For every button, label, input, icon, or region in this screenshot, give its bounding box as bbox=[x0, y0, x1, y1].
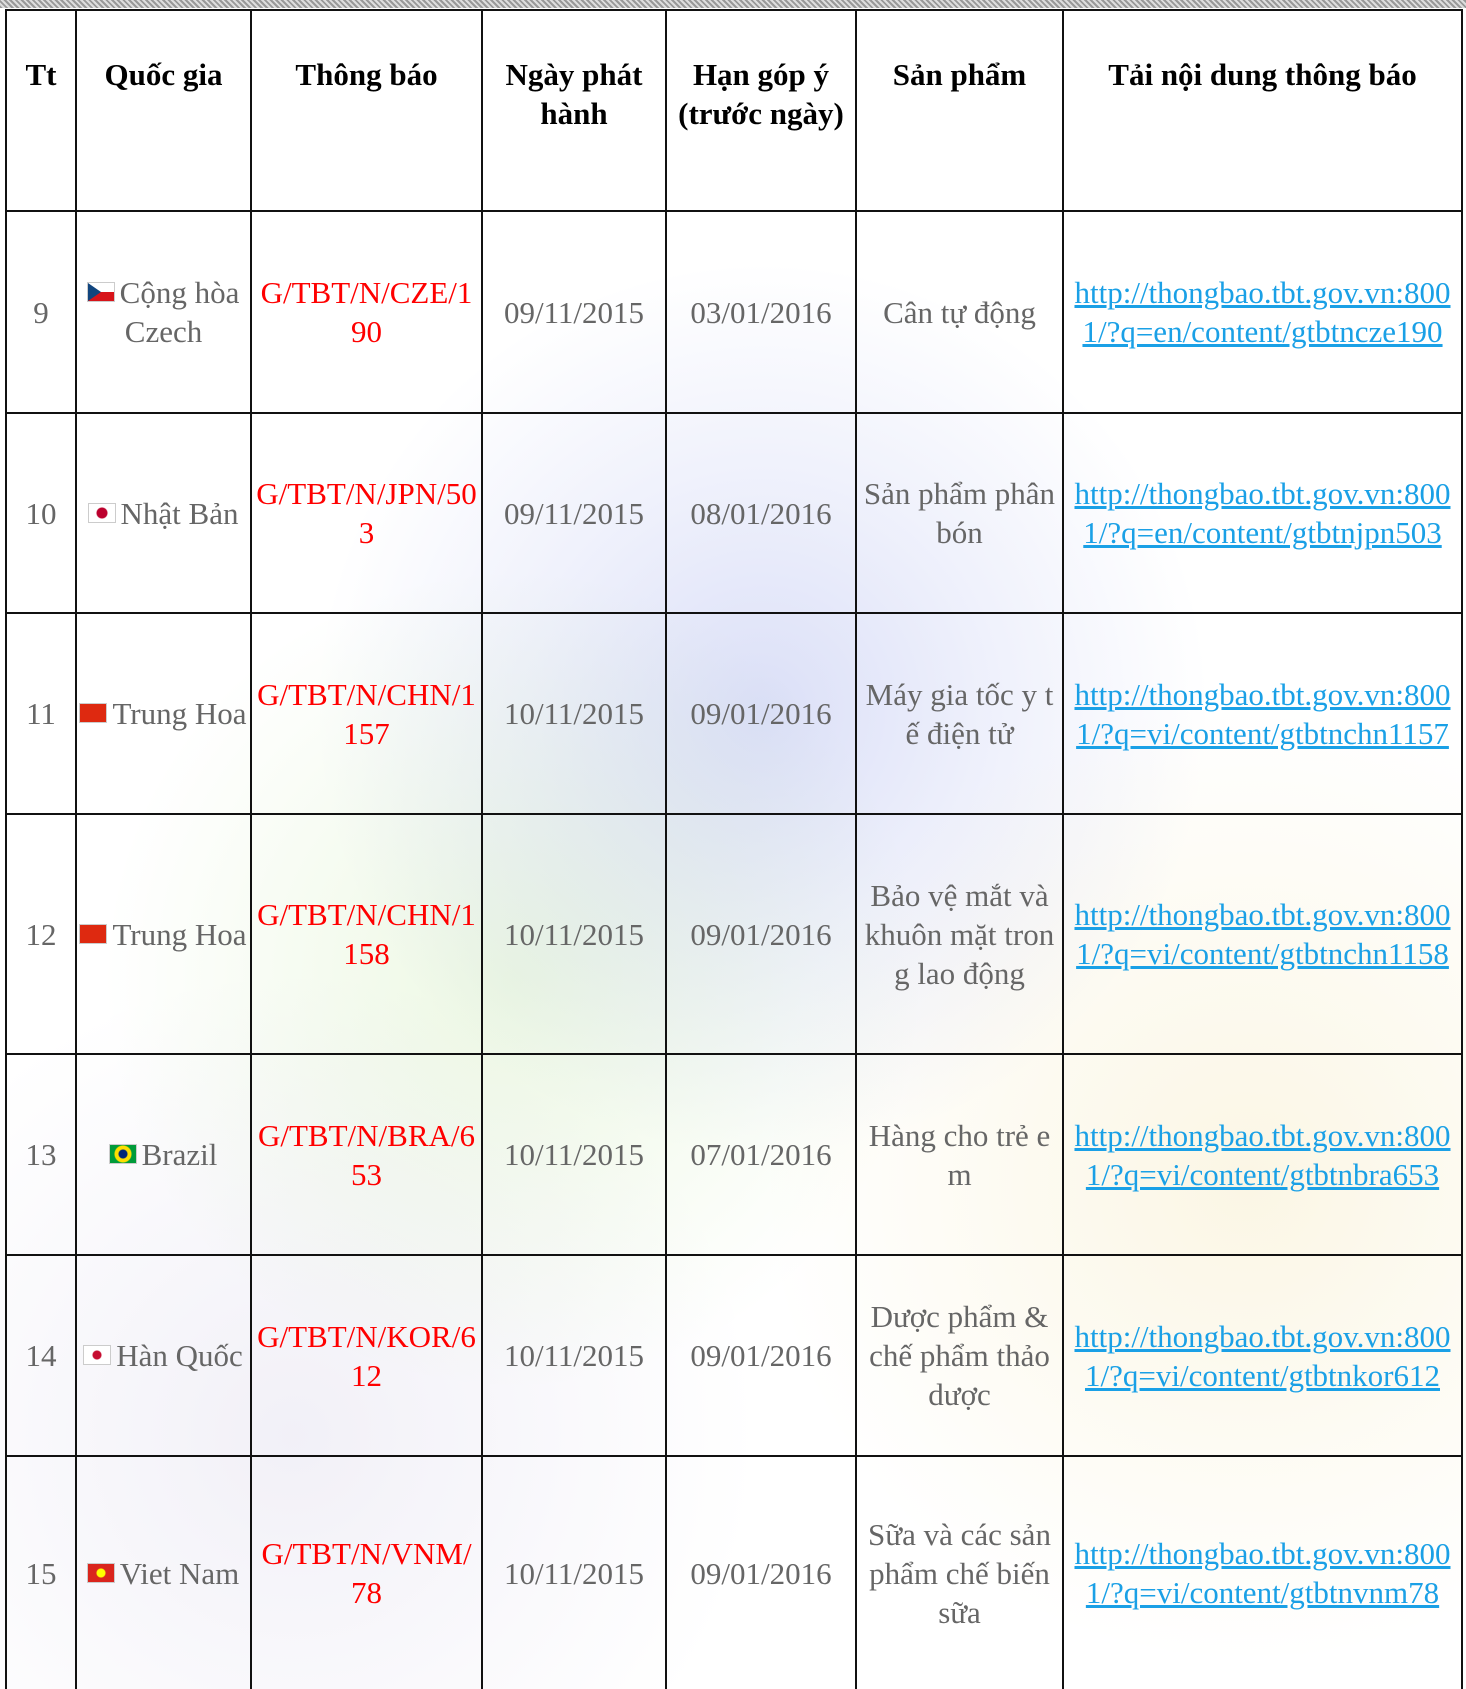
table-row: 13 Brazil G/TBT/N/BRA/653 10/11/2015 07/01/2… bbox=[5, 1053, 1463, 1256]
country-name: Brazil bbox=[141, 1137, 218, 1172]
notice-cell: G/TBT/N/KOR/612 bbox=[250, 1254, 483, 1457]
country-cell: Trung Hoa bbox=[75, 813, 252, 1055]
deadline-cell: 09/01/2016 bbox=[665, 813, 857, 1055]
download-link[interactable]: http://thongbao.tbt.gov.vn:8001/?q=en/co… bbox=[1074, 476, 1451, 550]
table-row: 11 Trung Hoa G/TBT/N/CHN/1157 10/11/2015 09/… bbox=[5, 612, 1463, 815]
country-cell: Viet Nam bbox=[75, 1455, 252, 1689]
deadline-cell: 08/01/2016 bbox=[665, 412, 857, 614]
notice-cell: G/TBT/N/BRA/653 bbox=[250, 1053, 483, 1256]
header-row: Tt Quốc gia Thông báo Ngày phát hành Hạn… bbox=[5, 9, 1463, 212]
table-row: 15 Viet Nam G/TBT/N/VNM/78 10/11/2015 09/01/… bbox=[5, 1455, 1463, 1689]
issue-date-cell: 09/11/2015 bbox=[481, 412, 667, 614]
header-cell: Hạn góp ý (trước ngày) bbox=[665, 9, 857, 212]
country-name: Trung Hoa bbox=[112, 696, 247, 731]
country-cell: Trung Hoa bbox=[75, 612, 252, 815]
top-strip bbox=[0, 0, 1466, 8]
link-cell: http://thongbao.tbt.gov.vn:8001/?q=vi/co… bbox=[1062, 1455, 1463, 1689]
table-row: 9 Cộng hòa Czech G/TBT/N/CZE/190 09/11/2015… bbox=[5, 210, 1463, 414]
notice-cell: G/TBT/N/CHN/1157 bbox=[250, 612, 483, 815]
link-cell: http://thongbao.tbt.gov.vn:8001/?q=vi/co… bbox=[1062, 813, 1463, 1055]
header-cell: Quốc gia bbox=[75, 9, 252, 212]
deadline-cell: 07/01/2016 bbox=[665, 1053, 857, 1256]
link-cell: http://thongbao.tbt.gov.vn:8001/?q=vi/co… bbox=[1062, 1254, 1463, 1457]
issue-date-cell: 10/11/2015 bbox=[481, 1254, 667, 1457]
header-cell: Tải nội dung thông báo bbox=[1062, 9, 1463, 212]
link-cell: http://thongbao.tbt.gov.vn:8001/?q=vi/co… bbox=[1062, 1053, 1463, 1256]
country-cell: Brazil bbox=[75, 1053, 252, 1256]
product-cell: Bảo vệ mắt và khuôn mặt trong lao động bbox=[855, 813, 1064, 1055]
header-cell: Sản phẩm bbox=[855, 9, 1064, 212]
download-link[interactable]: http://thongbao.tbt.gov.vn:8001/?q=vi/co… bbox=[1074, 1536, 1451, 1610]
download-link[interactable]: http://thongbao.tbt.gov.vn:8001/?q=vi/co… bbox=[1074, 897, 1451, 971]
flag-icon bbox=[80, 704, 107, 722]
row-number-cell: 13 bbox=[5, 1053, 77, 1256]
table-row: 14 Hàn Quốc G/TBT/N/KOR/612 10/11/2015 09/01… bbox=[5, 1254, 1463, 1457]
row-number-cell: 12 bbox=[5, 813, 77, 1055]
issue-date-cell: 10/11/2015 bbox=[481, 813, 667, 1055]
country-name: Cộng hòa Czech bbox=[119, 275, 240, 349]
issue-date-cell: 10/11/2015 bbox=[481, 612, 667, 815]
issue-date-cell: 10/11/2015 bbox=[481, 1053, 667, 1256]
country-name: Hàn Quốc bbox=[116, 1338, 243, 1373]
issue-date-cell: 10/11/2015 bbox=[481, 1455, 667, 1689]
notice-cell: G/TBT/N/VNM/78 bbox=[250, 1455, 483, 1689]
country-cell: Nhật Bản bbox=[75, 412, 252, 614]
product-cell: Máy gia tốc y tế điện tử bbox=[855, 612, 1064, 815]
row-number-cell: 11 bbox=[5, 612, 77, 815]
download-link[interactable]: http://thongbao.tbt.gov.vn:8001/?q=en/co… bbox=[1074, 275, 1451, 349]
flag-icon bbox=[87, 1563, 114, 1582]
download-link[interactable]: http://thongbao.tbt.gov.vn:8001/?q=vi/co… bbox=[1074, 1318, 1451, 1393]
product-cell: Dược phẩm & chế phẩm thảo dược bbox=[855, 1254, 1064, 1457]
download-link[interactable]: http://thongbao.tbt.gov.vn:8001/?q=vi/co… bbox=[1074, 1117, 1451, 1192]
link-cell: http://thongbao.tbt.gov.vn:8001/?q=en/co… bbox=[1062, 412, 1463, 614]
product-cell: Hàng cho trẻ em bbox=[855, 1053, 1064, 1256]
download-link[interactable]: http://thongbao.tbt.gov.vn:8001/?q=vi/co… bbox=[1074, 676, 1451, 751]
row-number-cell: 10 bbox=[5, 412, 77, 614]
header-cell: Thông báo bbox=[250, 9, 483, 212]
notice-cell: G/TBT/N/CZE/190 bbox=[250, 210, 483, 414]
country-name: Trung Hoa bbox=[112, 916, 247, 952]
row-number-cell: 15 bbox=[5, 1455, 77, 1689]
flag-icon bbox=[80, 924, 107, 943]
flag-icon bbox=[109, 1145, 136, 1163]
deadline-cell: 09/01/2016 bbox=[665, 1455, 857, 1689]
notice-cell: G/TBT/N/CHN/1158 bbox=[250, 813, 483, 1055]
country-cell: Hàn Quốc bbox=[75, 1254, 252, 1457]
country-name: Viet Nam bbox=[119, 1555, 240, 1591]
deadline-cell: 03/01/2016 bbox=[665, 210, 857, 414]
country-name: Nhật Bản bbox=[120, 495, 239, 531]
product-cell: Cân tự động bbox=[855, 210, 1064, 414]
link-cell: http://thongbao.tbt.gov.vn:8001/?q=vi/co… bbox=[1062, 612, 1463, 815]
product-cell: Sữa và các sản phẩm chế biến sữa bbox=[855, 1455, 1064, 1689]
flag-icon bbox=[84, 1346, 111, 1364]
header-cell: Ngày phát hành bbox=[481, 9, 667, 212]
table-body: 9 Cộng hòa Czech G/TBT/N/CZE/190 09/11/2015… bbox=[5, 210, 1463, 1689]
row-number-cell: 14 bbox=[5, 1254, 77, 1457]
issue-date-cell: 09/11/2015 bbox=[481, 210, 667, 414]
link-cell: http://thongbao.tbt.gov.vn:8001/?q=en/co… bbox=[1062, 210, 1463, 414]
flag-icon bbox=[87, 283, 114, 301]
country-cell: Cộng hòa Czech bbox=[75, 210, 252, 414]
table-row: 10 Nhật Bản G/TBT/N/JPN/503 09/11/2015 08/01… bbox=[5, 412, 1463, 614]
flag-icon bbox=[88, 503, 115, 522]
deadline-cell: 09/01/2016 bbox=[665, 1254, 857, 1457]
row-number-cell: 9 bbox=[5, 210, 77, 414]
notice-table: Tt Quốc gia Thông báo Ngày phát hành Hạn… bbox=[5, 9, 1463, 1689]
deadline-cell: 09/01/2016 bbox=[665, 612, 857, 815]
table-row: 12 Trung Hoa G/TBT/N/CHN/1158 10/11/2015 09/… bbox=[5, 813, 1463, 1055]
notice-cell: G/TBT/N/JPN/503 bbox=[250, 412, 483, 614]
product-cell: Sản phẩm phân bón bbox=[855, 412, 1064, 614]
header-cell: Tt bbox=[5, 9, 77, 212]
